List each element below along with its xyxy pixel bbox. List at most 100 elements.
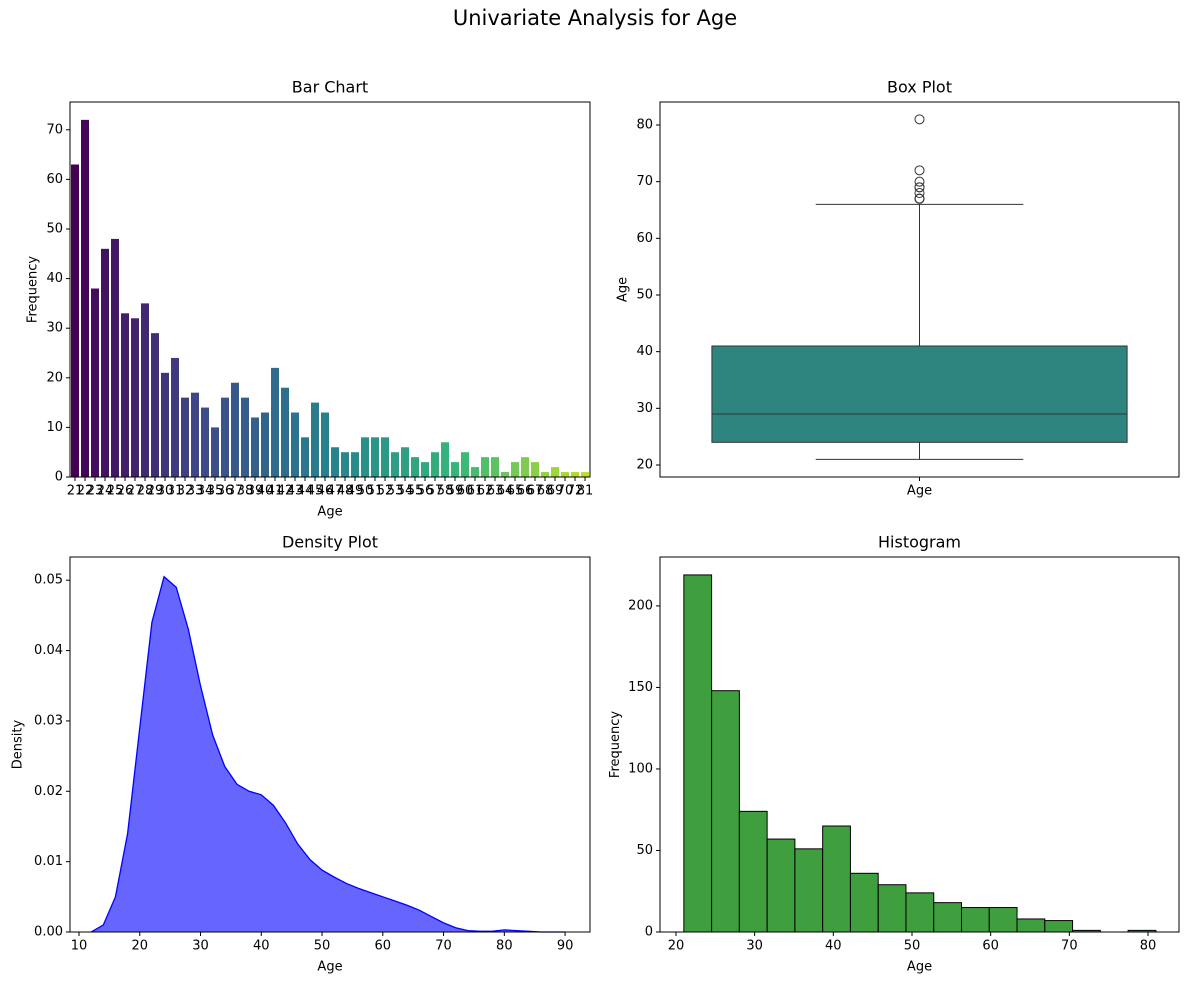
x-tick-label: 20 — [131, 939, 148, 954]
bar — [111, 238, 119, 477]
x-tick-label: 35 — [207, 484, 224, 499]
x-tick-label: 70 — [435, 939, 452, 954]
y-tick-label: 0 — [55, 470, 63, 485]
y-tick-label: 60 — [46, 172, 63, 187]
y-tick-label: 50 — [636, 287, 653, 302]
bar — [151, 333, 159, 477]
bar — [81, 119, 89, 477]
x-tick-label: 70 — [1061, 939, 1078, 954]
x-tick-label: 30 — [192, 939, 209, 954]
y-tick-label: 30 — [46, 321, 63, 336]
bar — [511, 462, 519, 477]
x-tick-label: 40 — [825, 939, 842, 954]
bar — [101, 248, 109, 477]
y-tick-label: 0.05 — [34, 573, 63, 588]
x-tick-label: 30 — [157, 484, 174, 499]
bar — [191, 392, 199, 477]
bar — [541, 472, 549, 477]
bar — [311, 402, 319, 477]
bar — [411, 457, 419, 477]
bar — [261, 412, 269, 477]
y-tick-label: 0.00 — [34, 925, 63, 940]
x-tick-label: 25 — [107, 484, 124, 499]
subplot-title: Box Plot — [887, 78, 952, 97]
x-tick-label: 41 — [267, 484, 284, 499]
x-tick-label: 57 — [427, 484, 444, 499]
histogram-bar — [933, 902, 963, 933]
x-tick-label: 46 — [317, 484, 334, 499]
density-area — [91, 576, 566, 932]
bar — [171, 357, 179, 477]
x-tick-label: 66 — [517, 484, 534, 499]
x-tick-label: 72 — [567, 484, 584, 499]
x-tick-label: 31 — [167, 484, 184, 499]
box — [711, 345, 1128, 443]
x-tick-label: 44 — [297, 484, 314, 499]
bar — [251, 417, 259, 477]
bar — [471, 467, 479, 477]
bar — [391, 452, 399, 477]
histogram-bar — [988, 907, 1018, 933]
bar — [401, 447, 409, 477]
figure-title: Univariate Analysis for Age — [453, 6, 737, 30]
y-tick-label: 50 — [46, 221, 63, 236]
x-axis-label: Age — [907, 960, 932, 975]
bar — [281, 387, 289, 477]
x-tick-label: 61 — [467, 484, 484, 499]
x-tick-label: 42 — [277, 484, 294, 499]
histogram-bar — [822, 825, 851, 933]
outlier — [914, 182, 925, 193]
histogram-bar — [683, 574, 713, 933]
x-tick-label: 90 — [557, 939, 574, 954]
y-tick-label: 50 — [636, 843, 653, 858]
bar — [301, 437, 309, 477]
histogram-bar — [877, 884, 907, 933]
x-tick-label: 36 — [217, 484, 234, 499]
axes-frame — [659, 101, 1180, 478]
bar — [271, 367, 279, 477]
histogram-bar — [766, 838, 796, 933]
y-tick-label: 20 — [46, 370, 63, 385]
bar — [461, 452, 469, 477]
bar — [431, 452, 439, 477]
y-axis-label: Frequency — [608, 711, 623, 778]
bar — [531, 462, 539, 477]
y-tick-label: 0.04 — [34, 643, 63, 658]
x-tick-label: 80 — [496, 939, 513, 954]
bar — [451, 462, 459, 477]
x-tick-label: 28 — [137, 484, 154, 499]
x-tick-label: 27 — [127, 484, 144, 499]
histogram-bar — [849, 872, 879, 933]
bar — [211, 427, 219, 477]
bar — [121, 313, 129, 477]
x-axis-label: Age — [317, 505, 342, 520]
bar — [161, 372, 169, 477]
x-tick-label: 81 — [577, 484, 594, 499]
x-tick-label: Age — [907, 484, 932, 499]
bar — [341, 452, 349, 477]
x-tick-label: 39 — [247, 484, 264, 499]
x-tick-label: 60 — [375, 939, 392, 954]
x-tick-label: 49 — [347, 484, 364, 499]
x-tick-label: 52 — [377, 484, 394, 499]
y-tick-label: 70 — [46, 122, 63, 137]
x-tick-label: 21 — [67, 484, 84, 499]
bar — [291, 412, 299, 477]
y-axis-label: Frequency — [26, 256, 41, 323]
y-tick-label: 40 — [636, 344, 653, 359]
x-tick-label: 51 — [367, 484, 384, 499]
bar — [201, 407, 209, 477]
histogram-bar — [1044, 920, 1074, 933]
histogram-bar — [1016, 918, 1046, 933]
y-tick-label: 80 — [636, 118, 653, 133]
x-tick-label: 20 — [668, 939, 685, 954]
histogram-bar — [738, 810, 768, 933]
x-tick-label: 64 — [497, 484, 514, 499]
y-tick-label: 40 — [46, 271, 63, 286]
y-tick-label: 20 — [636, 457, 653, 472]
bar — [181, 397, 189, 477]
y-tick-label: 100 — [628, 761, 653, 776]
x-tick-label: 69 — [547, 484, 564, 499]
histogram-bar — [794, 848, 824, 933]
